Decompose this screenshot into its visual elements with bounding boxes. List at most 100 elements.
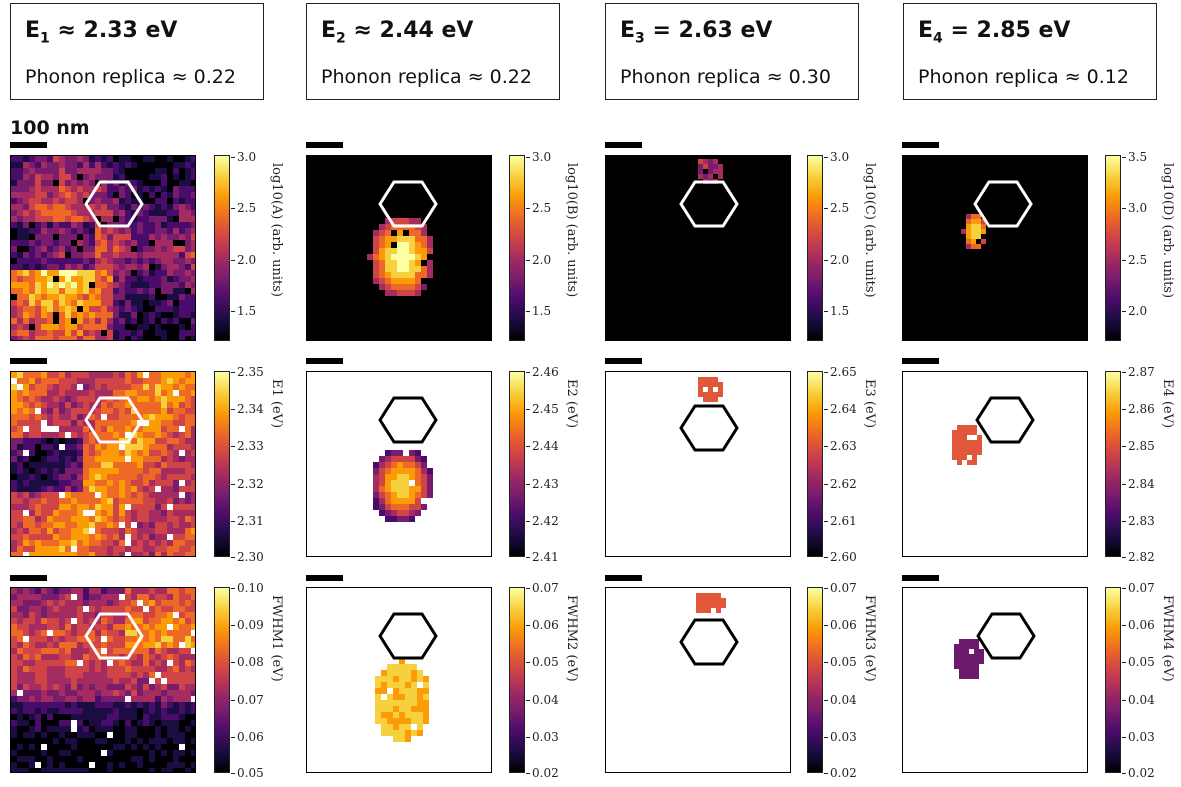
colorbar-tick (231, 157, 235, 158)
map-pixel (179, 216, 185, 222)
map-pixel (95, 186, 101, 192)
map-pixel (155, 402, 161, 408)
map-pixel (131, 492, 137, 498)
map-pixel (966, 224, 971, 229)
map-pixel (185, 216, 191, 222)
map-pixel (137, 312, 143, 318)
map-pixel (179, 156, 185, 162)
map-pixel (379, 474, 385, 480)
map-pixel (167, 696, 173, 702)
map-pixel (417, 718, 423, 724)
map-pixel (53, 336, 59, 340)
map-pixel (47, 414, 53, 420)
colorbar-tick (824, 311, 828, 313)
colorbar-tick-label: 0.05 (237, 766, 264, 780)
map-pixel (23, 696, 29, 702)
map-pixel (83, 738, 89, 744)
map-pixel (41, 228, 47, 234)
map-pixel (191, 300, 195, 306)
map-pixel (161, 732, 167, 738)
map-pixel (155, 162, 161, 168)
colorbar-label: FWHM3 (eV) (862, 595, 877, 682)
map-pixel (119, 276, 125, 282)
map-pixel (29, 420, 35, 426)
map-pixel (35, 636, 41, 642)
map-pixel (143, 690, 149, 696)
map-pixel (137, 480, 143, 486)
map-pixel (53, 384, 59, 390)
map-pixel (35, 528, 41, 534)
map-pixel (101, 522, 107, 528)
map-pixel (17, 588, 23, 594)
map-pixel (155, 768, 161, 772)
map-pixel (155, 246, 161, 252)
map-pixel (167, 456, 173, 462)
colorbar-tick-label: 0.04 (532, 692, 559, 707)
map-pixel (113, 666, 119, 672)
map-pixel (11, 258, 17, 264)
map-pixel (125, 642, 131, 648)
map-pixel (47, 462, 53, 468)
map-pixel (29, 390, 35, 396)
map-pixel (11, 642, 17, 648)
map-pixel (95, 390, 101, 396)
map-pixel (83, 408, 89, 414)
map-pixel (71, 684, 77, 690)
map-pixel (107, 300, 113, 306)
map-pixel (59, 624, 65, 630)
map-pixel (35, 228, 41, 234)
map-pixel (65, 204, 71, 210)
map-pixel (698, 382, 703, 387)
map-pixel (962, 425, 967, 430)
map-pixel (83, 684, 89, 690)
colorbar-tick-label: 0.05 (1128, 655, 1155, 670)
map-pixel (35, 282, 41, 288)
map-pixel (143, 330, 149, 336)
map-pixel (427, 266, 433, 272)
map-pixel (71, 696, 77, 702)
map-pixel (11, 744, 17, 750)
colorbar-label: E1 (eV) (269, 379, 284, 429)
map-pixel (47, 552, 53, 556)
map-pixel (161, 246, 167, 252)
map-pixel (83, 276, 89, 282)
map-pixel (113, 390, 119, 396)
map-pixel (119, 168, 125, 174)
map-pixel (173, 312, 179, 318)
map-pixel (29, 270, 35, 276)
map-pixel (379, 278, 385, 284)
map-pixel (173, 606, 179, 612)
map-pixel (167, 372, 173, 378)
map-pixel (143, 318, 149, 324)
map-pixel (962, 455, 967, 460)
map-pixel (11, 528, 17, 534)
map-pixel (161, 330, 167, 336)
map-pixel (101, 540, 107, 546)
map-pixel (11, 420, 17, 426)
map-pixel (23, 486, 29, 492)
map-pixel (65, 600, 71, 606)
map-pixel (59, 678, 65, 684)
map-pixel (47, 420, 53, 426)
map-pixel (185, 180, 191, 186)
map-pixel (161, 480, 167, 486)
map-pixel (35, 390, 41, 396)
map-pixel (29, 306, 35, 312)
map-pixel (71, 444, 77, 450)
map-pixel (11, 534, 17, 540)
map-pixel (17, 618, 23, 624)
map-pixel (113, 648, 119, 654)
map-pixel (137, 264, 143, 270)
map-pixel (23, 636, 29, 642)
map-pixel (976, 224, 981, 229)
map-pixel (969, 654, 974, 659)
map-pixel (89, 312, 95, 318)
map-pixel (155, 336, 161, 340)
map-pixel (137, 504, 143, 510)
map-pixel (167, 612, 173, 618)
map-pixel (71, 474, 77, 480)
map-pixel (161, 216, 167, 222)
map-pixel (405, 706, 411, 712)
map-pixel (397, 456, 403, 462)
map-pixel (125, 618, 131, 624)
